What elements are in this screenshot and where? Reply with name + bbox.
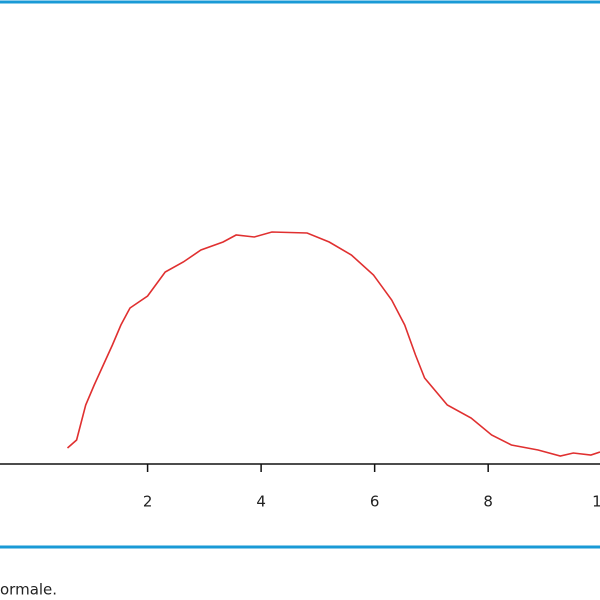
caption: ormale. <box>0 581 57 599</box>
x-tick-label: 6 <box>370 493 380 511</box>
x-tick-label: 8 <box>483 493 493 511</box>
x-tick-label: 4 <box>256 493 266 511</box>
x-tick-label: 10 <box>592 493 600 511</box>
data-line <box>66 231 600 457</box>
x-tick-label: 2 <box>143 493 153 511</box>
